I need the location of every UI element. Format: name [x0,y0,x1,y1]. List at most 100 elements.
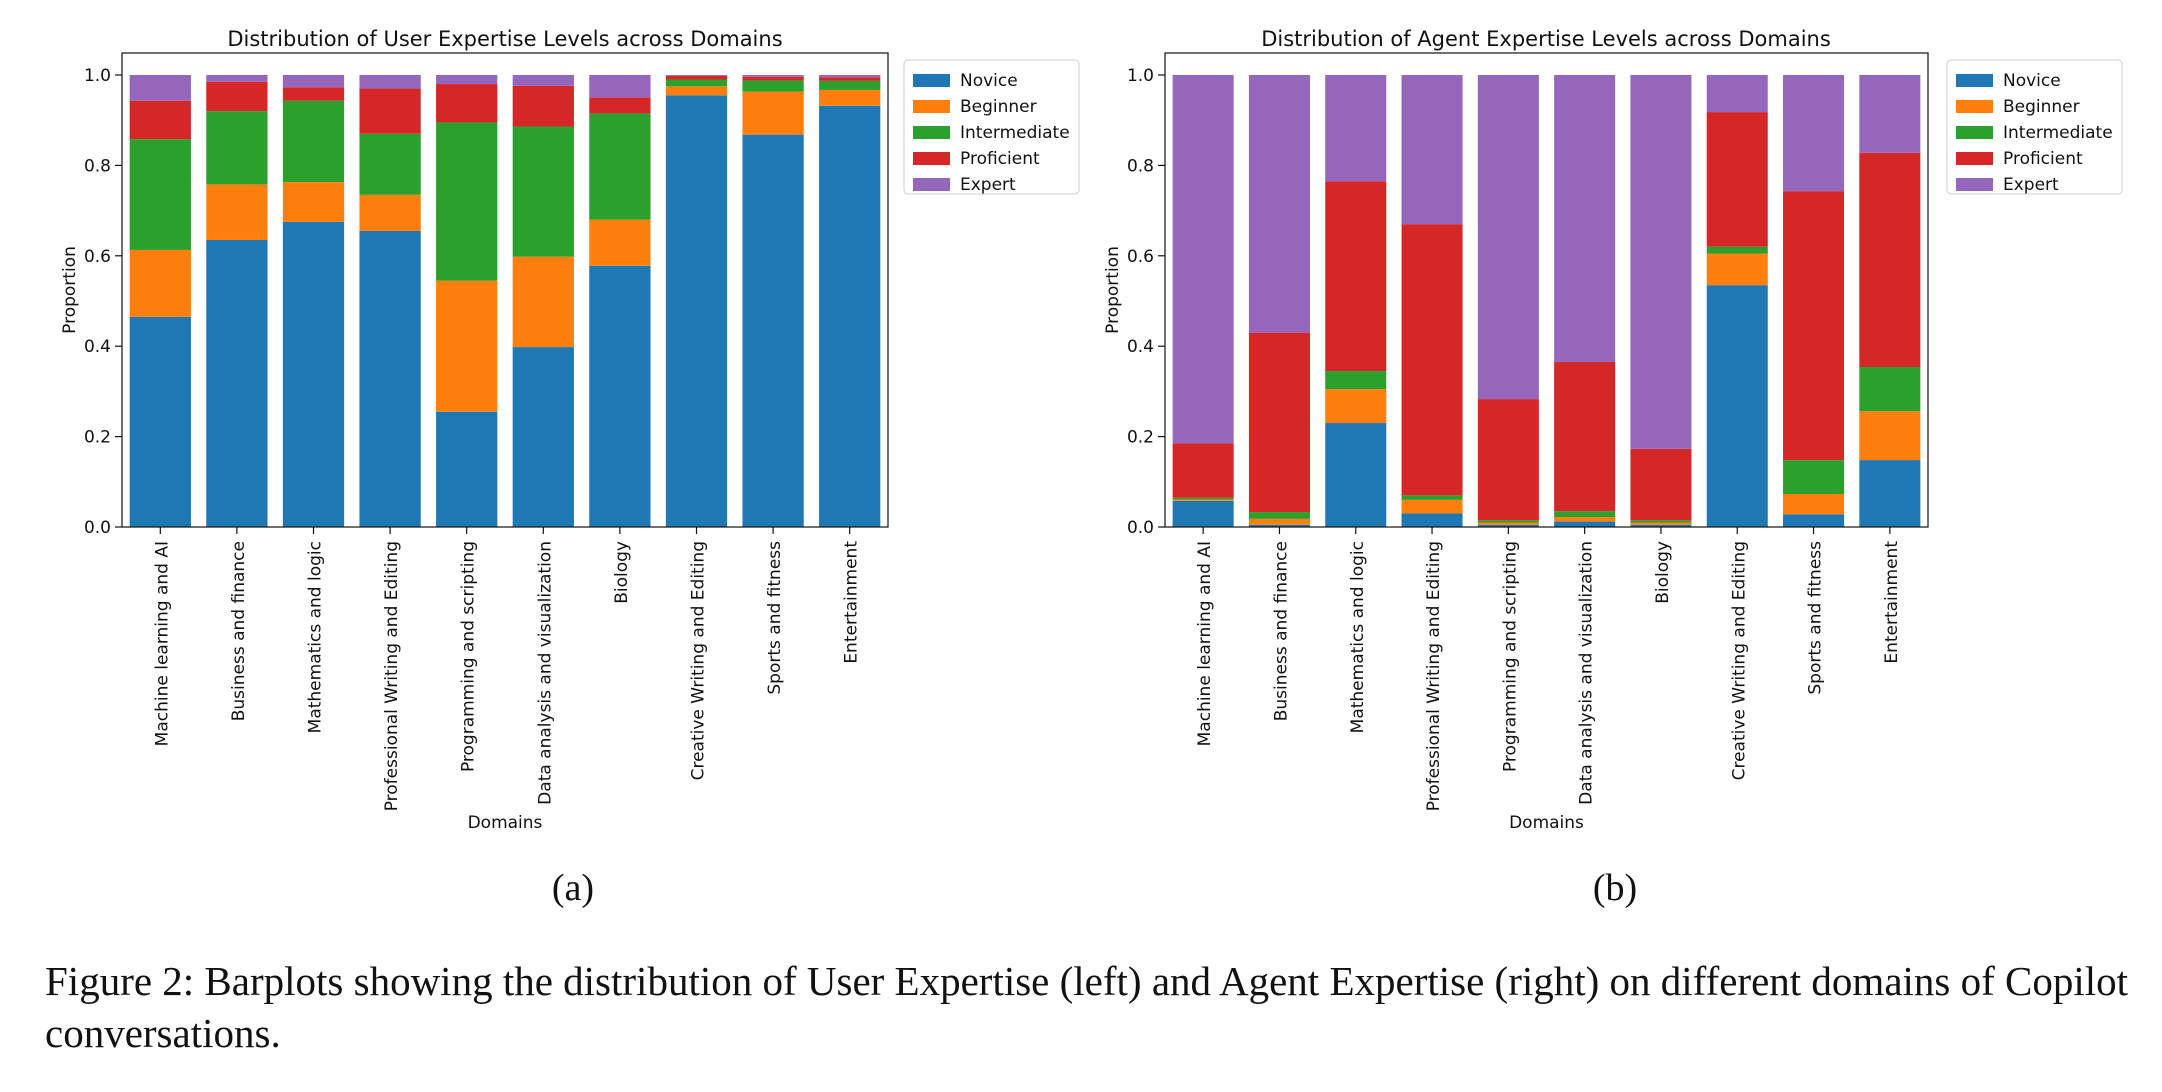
bar-segment [1477,522,1539,525]
bar-segment [1859,460,1921,527]
bar-segment [512,75,574,86]
bar-segment [1172,497,1234,500]
bar-segment [1248,75,1310,333]
bar-segment [589,113,651,220]
x-tick-label: Entertainment [842,541,862,664]
chart-panel-a: Distribution of User Expertise Levels ac… [60,27,1080,909]
bar-segment [1477,520,1539,523]
bar-segment [819,105,881,528]
y-tick-label: 1.0 [84,66,111,86]
bar-segment [1477,75,1539,400]
bar-segment [742,134,804,527]
y-tick-label: 0.2 [84,428,111,448]
panel-label: (a) [552,867,594,909]
bar-segment [129,75,191,101]
legend-swatch [913,100,950,113]
bar-segment [1859,411,1921,461]
bar-segment [1706,246,1768,254]
x-tick-label: Sports and fitness [1806,541,1826,695]
bar-segment [665,79,728,87]
bar-segment [512,347,574,527]
bar-segment [436,75,498,85]
legend-entry: Expert [960,175,1016,195]
bar-segment [436,122,498,281]
x-tick-label: Programming and scripting [1500,541,1520,772]
bar-segment [742,76,804,81]
bar-segment [1325,423,1387,527]
bar-segment [1172,500,1234,527]
bar-segment [1706,285,1768,527]
x-axis-label: Domains [468,813,543,833]
bar-segment [589,265,651,527]
bar-segment [359,75,421,89]
legend-swatch [1956,100,1993,113]
bar-segment [1554,521,1616,527]
bar-segment [1554,75,1616,363]
bar-segment [512,126,574,257]
bar-segment [1401,495,1463,500]
y-tick-label: 0.8 [84,156,111,176]
x-tick-label: Sports and fitness [765,541,785,695]
legend: Novice Beginner Intermediate Proficient Expe… [903,59,1080,195]
figure-caption: Figure 2: Barplots showing the distribut… [45,958,2129,1056]
y-tick-label: 0.8 [1127,156,1154,176]
bar-segment [206,111,268,185]
legend-entry: Beginner [2003,97,2080,117]
bar-segment [436,280,498,412]
x-tick-label: Mathematics and logic [306,541,326,733]
x-tick-label: Business and finance [229,541,249,721]
bar-segment [359,88,421,134]
bar-segment [359,230,421,527]
bar-segment [1401,513,1463,527]
legend-swatch [913,152,950,165]
legend-swatch [1956,152,1993,165]
bar-segment [589,97,651,114]
bar-segment [1783,191,1845,461]
bar-segment [206,239,268,528]
bar-segment [129,139,191,250]
y-tick-label: 0.4 [84,337,111,357]
legend-swatch [913,178,950,191]
y-tick-label: 0.0 [84,518,111,538]
legend-swatch [1956,74,1993,87]
bar-segment [1859,366,1921,412]
y-tick-label: 0.6 [1127,247,1154,267]
bar-segment [1477,399,1539,521]
x-tick-label: Machine learning and AI [1195,541,1215,746]
bar-segment [129,249,191,317]
x-tick-label: Professional Writing and Editing [1424,541,1444,811]
bar-segment [1248,518,1310,525]
bar-segment [665,75,728,76]
bar-segment [206,75,268,82]
bar-segment [589,219,651,266]
bar-segment [436,411,498,527]
bar-segment [1477,524,1539,527]
legend-entry: Intermediate [960,123,1070,143]
bar-segment [1325,181,1387,372]
legend-swatch [1956,126,1993,139]
bar-segment [359,133,421,195]
bar-segment [206,81,268,112]
bar-segment [282,182,345,222]
bar-segment [1554,362,1616,512]
panel-label: (b) [1593,867,1637,909]
x-tick-label: Business and finance [1271,541,1291,721]
chart-title: Distribution of User Expertise Levels ac… [227,27,782,51]
bar-segment [206,184,268,240]
bar-segment [1630,448,1692,521]
bar-segment [1172,443,1234,498]
bar-segment [1783,460,1845,495]
bar-segment [512,256,574,348]
bar-segment [1630,75,1692,449]
bar-segment [282,75,345,88]
bar-segment [129,100,191,140]
bar-segment [1706,112,1768,247]
y-axis-label: Proportion [1103,246,1123,334]
bar-segment [1630,522,1692,525]
x-tick-label: Mathematics and logic [1348,541,1368,733]
y-tick-label: 1.0 [1127,66,1154,86]
x-tick-label: Data analysis and visualization [1577,541,1597,805]
legend-swatch [913,74,950,87]
bar-segment [1783,75,1845,192]
